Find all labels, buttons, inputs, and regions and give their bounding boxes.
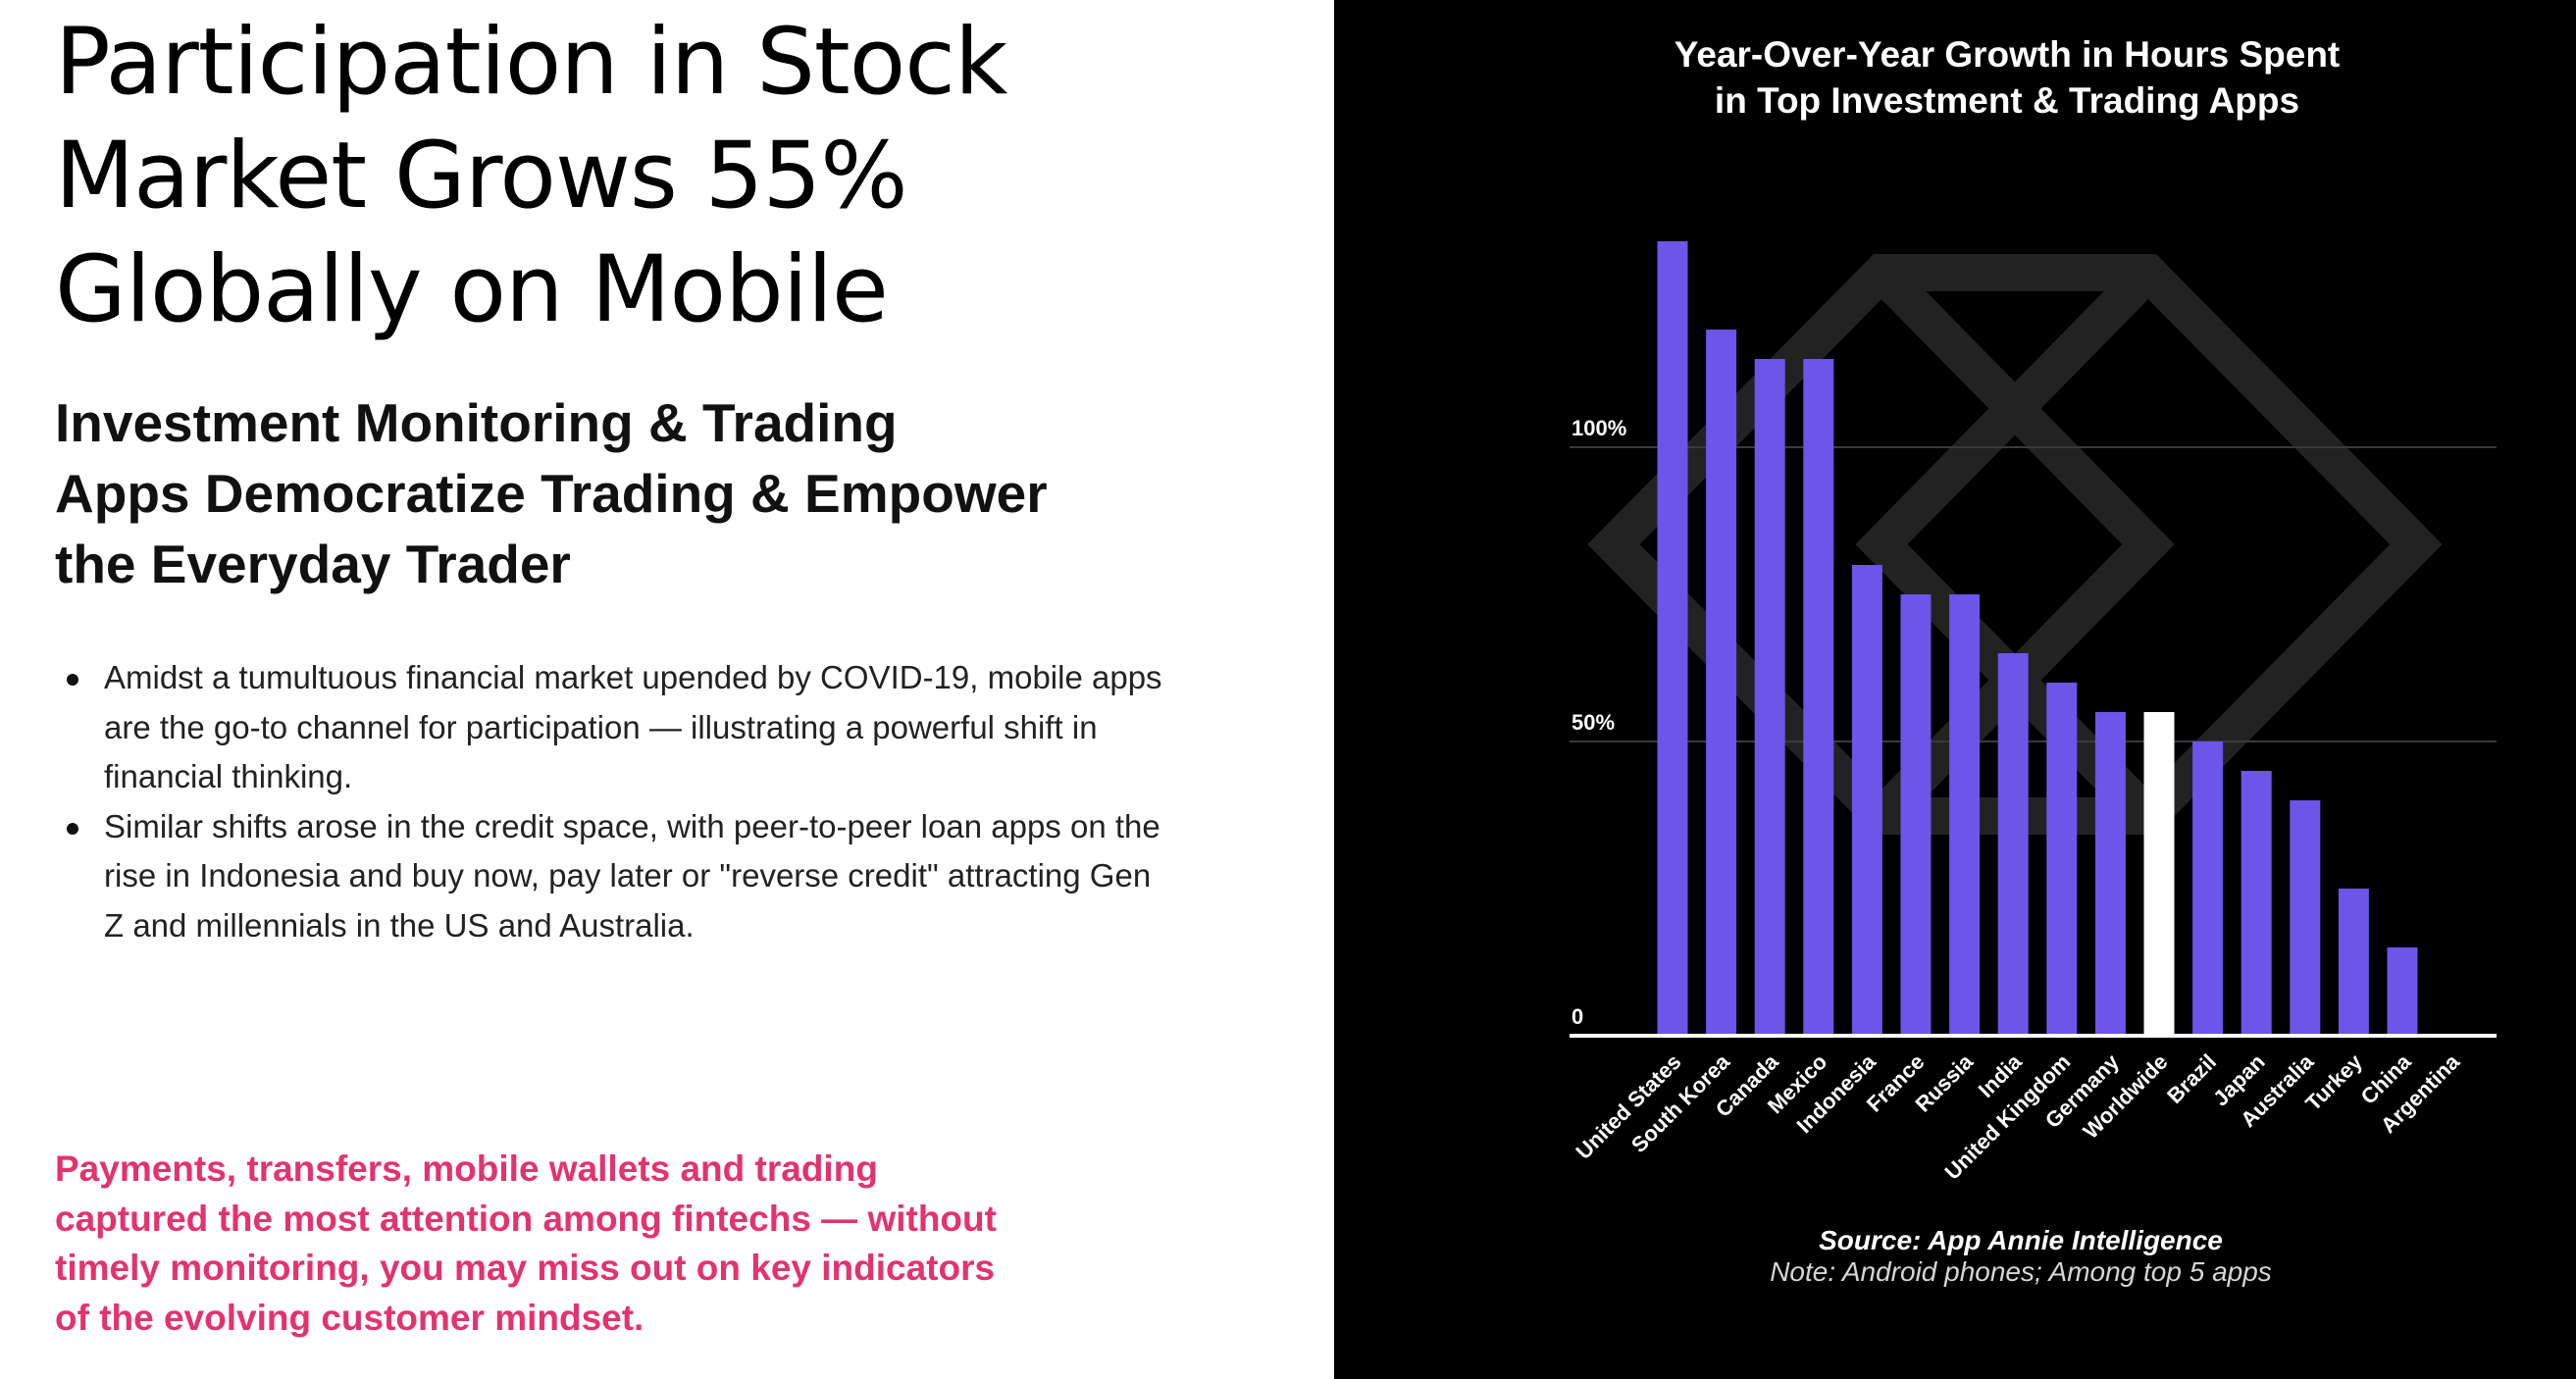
chart-note: Note: Android phones; Among top 5 apps <box>1770 1256 2272 1287</box>
page-title-line-1: Participation in Stock <box>55 9 1007 116</box>
page-title: Participation in Stock Market Grows 55% … <box>55 6 1232 347</box>
callout-line-4: of the evolving customer mindset. <box>55 1297 644 1338</box>
y-tick-labels: 0 50% 100% <box>1571 416 1626 1029</box>
bars <box>1657 241 2418 1036</box>
bar <box>1803 359 1834 1036</box>
bar <box>2046 683 2078 1036</box>
bar <box>1900 594 1932 1036</box>
subheadline: Investment Monitoring & Trading Apps Dem… <box>55 387 1183 599</box>
bullet-item-covid: Amidst a tumultuous financial market upe… <box>55 653 1163 802</box>
bar <box>2387 947 2418 1036</box>
page-title-line-2: Market Grows 55% <box>55 123 908 230</box>
subheadline-line-2: Apps Democratize Trading & Empower <box>55 463 1048 524</box>
y-tick-label: 100% <box>1571 416 1626 440</box>
bar <box>1851 565 1882 1036</box>
bar <box>2338 889 2369 1036</box>
y-tick-label: 0 <box>1571 1004 1583 1029</box>
chart-title: Year-Over-Year Growth in Hours Spent in … <box>1334 31 2576 124</box>
subheadline-line-1: Investment Monitoring & Trading <box>55 392 898 453</box>
chart-title-line-2: in Top Investment & Trading Apps <box>1714 80 2300 121</box>
bar <box>1997 653 2029 1036</box>
bullet-list: Amidst a tumultuous financial market upe… <box>55 653 1163 950</box>
bar <box>2094 712 2126 1036</box>
bar <box>1949 594 1981 1036</box>
x-tick-label: Brazil <box>2162 1049 2221 1108</box>
callout-line-1: Payments, transfers, mobile wallets and … <box>55 1149 878 1189</box>
bar <box>2290 800 2321 1036</box>
callout-line-2: captured the most attention among fintec… <box>55 1198 997 1239</box>
bar <box>2143 712 2175 1036</box>
bar <box>2192 741 2224 1036</box>
x-tick-label: Turkey <box>2300 1048 2367 1115</box>
bar <box>2241 771 2272 1036</box>
bar <box>1706 330 1737 1036</box>
bar <box>1754 359 1785 1036</box>
chart-source: Source: App Annie Intelligence <box>1819 1225 2223 1255</box>
y-tick-label: 50% <box>1571 710 1615 735</box>
bullet-item-credit: Similar shifts arose in the credit space… <box>55 802 1163 951</box>
chart-title-line-1: Year-Over-Year Growth in Hours Spent <box>1674 34 2341 75</box>
text-panel: Participation in Stock Market Grows 55% … <box>55 6 1232 1343</box>
bar <box>1657 241 1688 1036</box>
subheadline-line-3: the Everyday Trader <box>55 534 571 594</box>
callout-line-3: timely monitoring, you may miss out on k… <box>55 1248 996 1288</box>
callout-text: Payments, transfers, mobile wallets and … <box>55 1145 1183 1343</box>
page-title-line-3: Globally on Mobile <box>55 236 889 343</box>
